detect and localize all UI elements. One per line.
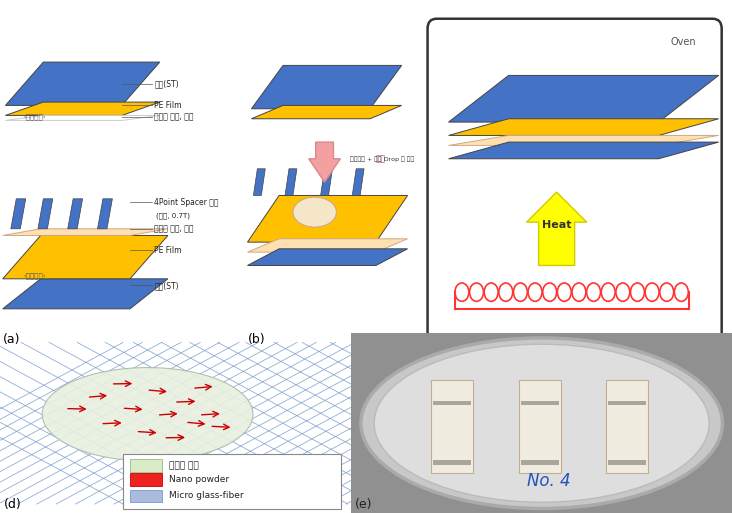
Polygon shape	[352, 169, 364, 195]
Polygon shape	[247, 249, 408, 266]
Polygon shape	[67, 199, 83, 229]
Ellipse shape	[361, 338, 722, 508]
Text: 유리유리 + 유지 Drop 후 붕합: 유리유리 + 유지 Drop 후 붕합	[351, 156, 414, 162]
Text: (c): (c)	[436, 332, 453, 346]
Polygon shape	[449, 135, 719, 146]
FancyBboxPatch shape	[433, 461, 471, 465]
Text: (b): (b)	[247, 332, 265, 346]
FancyBboxPatch shape	[520, 401, 559, 405]
Text: (e): (e)	[355, 498, 373, 511]
FancyBboxPatch shape	[520, 461, 559, 465]
Polygon shape	[3, 235, 168, 279]
Polygon shape	[449, 75, 719, 122]
Polygon shape	[3, 279, 168, 309]
Polygon shape	[449, 119, 719, 135]
Text: ‹상판몰드›: ‹상판몰드›	[24, 114, 46, 121]
FancyBboxPatch shape	[130, 459, 162, 472]
Polygon shape	[5, 62, 160, 106]
FancyBboxPatch shape	[606, 380, 649, 473]
Text: (높이, 0.7T): (높이, 0.7T)	[156, 212, 190, 219]
Text: (a): (a)	[3, 332, 20, 346]
FancyBboxPatch shape	[123, 454, 341, 509]
FancyArrow shape	[526, 192, 586, 266]
FancyBboxPatch shape	[351, 333, 732, 513]
Text: No. 4: No. 4	[528, 471, 571, 490]
Text: 이형제 도포, 고형: 이형제 도포, 고형	[154, 112, 194, 122]
Text: 삼입: 삼입	[376, 154, 386, 163]
FancyBboxPatch shape	[431, 380, 473, 473]
Text: 4Point Spacer 형성: 4Point Spacer 형성	[154, 198, 219, 207]
Polygon shape	[97, 199, 113, 229]
Text: 유리(ST): 유리(ST)	[154, 281, 179, 290]
Text: 이형제 도포, 고형: 이형제 도포, 고형	[154, 224, 194, 233]
Polygon shape	[252, 66, 402, 109]
Text: ‹하판몰드›: ‹하판몰드›	[24, 272, 46, 279]
Polygon shape	[321, 169, 332, 195]
Polygon shape	[285, 169, 297, 195]
FancyBboxPatch shape	[427, 18, 722, 346]
FancyBboxPatch shape	[130, 473, 162, 486]
Text: Micro glass-fiber: Micro glass-fiber	[168, 491, 243, 501]
Polygon shape	[252, 106, 402, 119]
FancyBboxPatch shape	[608, 401, 646, 405]
Text: PE Film: PE Film	[154, 101, 182, 110]
Ellipse shape	[293, 197, 337, 227]
Polygon shape	[449, 142, 719, 159]
Text: 유리(ST): 유리(ST)	[154, 79, 179, 88]
FancyBboxPatch shape	[130, 489, 162, 502]
Text: Oven: Oven	[671, 37, 696, 47]
Polygon shape	[247, 239, 408, 252]
FancyArrow shape	[309, 142, 340, 182]
Ellipse shape	[374, 344, 709, 502]
Polygon shape	[3, 229, 168, 235]
Text: (d): (d)	[4, 498, 21, 511]
Polygon shape	[253, 169, 265, 195]
Text: 에폭시 수지: 에폭시 수지	[168, 461, 198, 470]
Text: Nano powder: Nano powder	[168, 475, 229, 484]
Ellipse shape	[42, 367, 253, 461]
Polygon shape	[38, 199, 53, 229]
Polygon shape	[247, 195, 408, 242]
FancyBboxPatch shape	[608, 461, 646, 465]
Polygon shape	[5, 115, 160, 121]
FancyBboxPatch shape	[519, 380, 561, 473]
Text: Heat: Heat	[542, 221, 572, 230]
Polygon shape	[5, 102, 160, 115]
Polygon shape	[11, 199, 26, 229]
Text: PE Film: PE Film	[154, 246, 182, 255]
FancyBboxPatch shape	[433, 401, 471, 405]
